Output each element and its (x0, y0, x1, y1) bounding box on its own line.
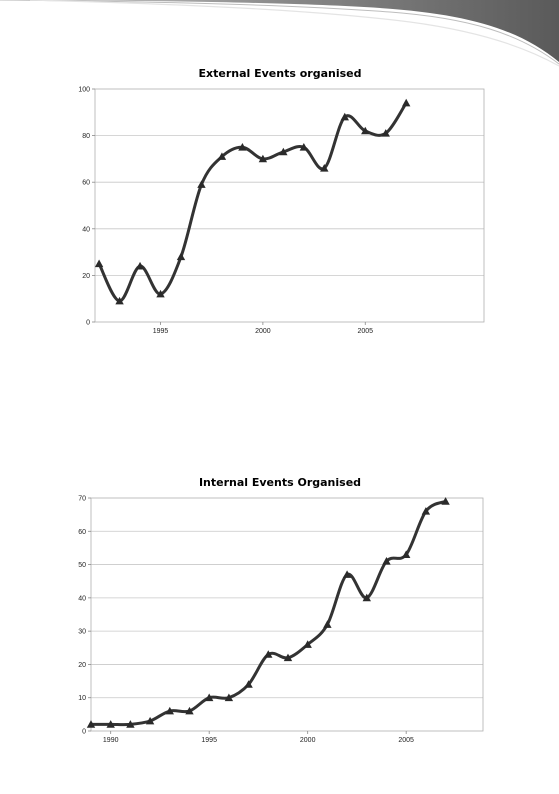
data-point-marker (421, 507, 431, 515)
chart-title: Internal Events Organised (199, 476, 361, 489)
y-tick-label: 40 (82, 226, 90, 233)
y-tick-label: 60 (78, 529, 86, 536)
data-point-marker (303, 640, 312, 648)
data-point-marker (115, 296, 124, 305)
data-point-marker (401, 550, 411, 558)
data-point-marker (145, 716, 155, 725)
plot-area (90, 497, 484, 732)
x-tick-label: 2000 (255, 328, 271, 335)
data-point-marker (381, 129, 390, 137)
y-tick-label: 30 (78, 629, 86, 636)
x-tick-label: 2000 (300, 737, 316, 744)
plot-area (94, 88, 485, 323)
data-point-marker (382, 557, 391, 565)
data-point-marker (323, 620, 332, 628)
data-point-marker (224, 693, 234, 702)
data-point-marker (217, 152, 227, 160)
data-point-marker (176, 252, 186, 261)
data-point-marker (86, 720, 96, 728)
data-point-marker (135, 261, 145, 270)
data-point-marker (441, 497, 450, 505)
data-point-marker (402, 98, 411, 107)
y-tick-label: 100 (78, 87, 90, 94)
series-line (97, 101, 408, 303)
data-point-marker (106, 720, 115, 728)
y-tick-label: 40 (78, 595, 86, 602)
data-point-marker (362, 593, 371, 602)
y-tick-label: 50 (78, 562, 86, 569)
data-point-marker (342, 570, 352, 578)
external-events-chart: External Events organised 0 20 40 60 80 100 1… (78, 67, 485, 335)
y-tick-label: 80 (82, 133, 90, 140)
data-point-marker (264, 650, 273, 658)
data-point-marker (126, 720, 135, 728)
internal-events-chart: Internal Events Organised 0 10 20 30 40 50 60 7… (78, 476, 484, 744)
x-tick-label: 1990 (103, 737, 119, 744)
x-tick-label: 1995 (153, 328, 169, 335)
y-tick-label: 20 (78, 662, 86, 669)
y-tick-label: 20 (82, 273, 90, 280)
y-tick-label: 10 (78, 695, 86, 702)
data-point-marker (320, 164, 329, 172)
x-tick-label: 2005 (398, 737, 414, 744)
header-swoosh-decoration (0, 0, 559, 67)
x-tick-label: 1995 (201, 737, 217, 744)
series-line (89, 499, 448, 727)
y-tick-label: 0 (82, 729, 86, 736)
data-point-marker (244, 680, 253, 688)
data-point-marker (197, 180, 206, 188)
data-point-marker (204, 693, 214, 702)
data-point-marker (361, 126, 370, 135)
chart-title: External Events organised (199, 67, 362, 80)
y-tick-label: 0 (86, 320, 90, 327)
y-tick-label: 60 (82, 180, 90, 187)
data-point-marker (165, 706, 174, 715)
data-point-marker (258, 154, 268, 163)
x-tick-label: 2005 (357, 328, 373, 335)
data-point-marker (238, 143, 247, 151)
data-point-marker (279, 147, 288, 156)
data-point-marker (156, 289, 165, 298)
data-point-marker (283, 653, 293, 662)
data-point-marker (340, 112, 349, 121)
data-point-marker (299, 143, 309, 151)
data-point-marker (94, 259, 104, 268)
y-tick-label: 70 (78, 496, 86, 503)
data-point-marker (185, 706, 194, 715)
